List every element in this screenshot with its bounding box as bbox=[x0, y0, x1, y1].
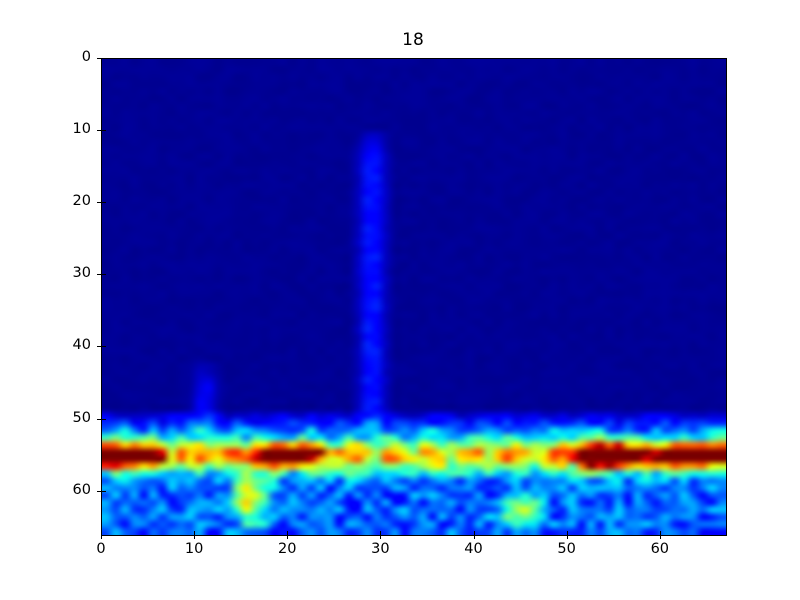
x-tick-label-20: 20 bbox=[278, 541, 297, 557]
plot-title: 18 bbox=[402, 30, 424, 50]
x-tick-label-50: 50 bbox=[557, 541, 576, 557]
x-tick-30 bbox=[380, 535, 382, 539]
x-tick-40 bbox=[473, 535, 475, 539]
y-tick-0 bbox=[97, 58, 101, 59]
x-tick-50 bbox=[566, 535, 568, 539]
y-tick-inner-40 bbox=[102, 346, 106, 348]
x-tick-inner-30 bbox=[380, 531, 382, 535]
y-tick-inner-20 bbox=[102, 202, 106, 204]
y-tick-60 bbox=[97, 490, 101, 492]
x-tick-10 bbox=[194, 535, 196, 539]
y-tick-label-30: 30 bbox=[72, 265, 91, 282]
x-tick-inner-60 bbox=[659, 531, 661, 535]
y-tick-label-0: 0 bbox=[81, 49, 91, 65]
y-tick-label-10: 10 bbox=[72, 121, 91, 138]
x-tick-20 bbox=[287, 535, 289, 539]
y-tick-20 bbox=[97, 202, 101, 204]
y-tick-label-20: 20 bbox=[72, 193, 91, 210]
y-tick-inner-50 bbox=[102, 418, 106, 420]
x-tick-60 bbox=[659, 535, 661, 539]
y-tick-label-50: 50 bbox=[72, 409, 91, 426]
y-tick-inner-0 bbox=[102, 58, 106, 59]
x-tick-inner-20 bbox=[287, 531, 289, 535]
x-tick-label-60: 60 bbox=[650, 541, 670, 557]
x-tick-0 bbox=[101, 535, 102, 539]
y-tick-inner-60 bbox=[102, 490, 106, 492]
x-tick-inner-40 bbox=[473, 531, 475, 535]
x-tick-inner-10 bbox=[194, 531, 196, 535]
x-tick-inner-0 bbox=[101, 531, 102, 535]
x-tick-label-10: 10 bbox=[184, 541, 204, 557]
y-tick-40 bbox=[97, 346, 101, 348]
y-tick-inner-30 bbox=[102, 274, 106, 276]
y-tick-10 bbox=[97, 130, 101, 132]
heatmap-image[interactable] bbox=[102, 59, 726, 535]
x-tick-label-0: 0 bbox=[96, 541, 106, 557]
x-tick-inner-50 bbox=[566, 531, 568, 535]
heatmap-axes[interactable] bbox=[101, 58, 727, 536]
x-tick-label-40: 40 bbox=[464, 541, 483, 557]
y-tick-label-60: 60 bbox=[72, 481, 91, 498]
y-tick-label-40: 40 bbox=[72, 337, 91, 354]
y-tick-inner-10 bbox=[102, 130, 106, 132]
y-tick-30 bbox=[97, 274, 101, 276]
y-tick-50 bbox=[97, 418, 101, 420]
x-tick-label-30: 30 bbox=[371, 541, 390, 557]
